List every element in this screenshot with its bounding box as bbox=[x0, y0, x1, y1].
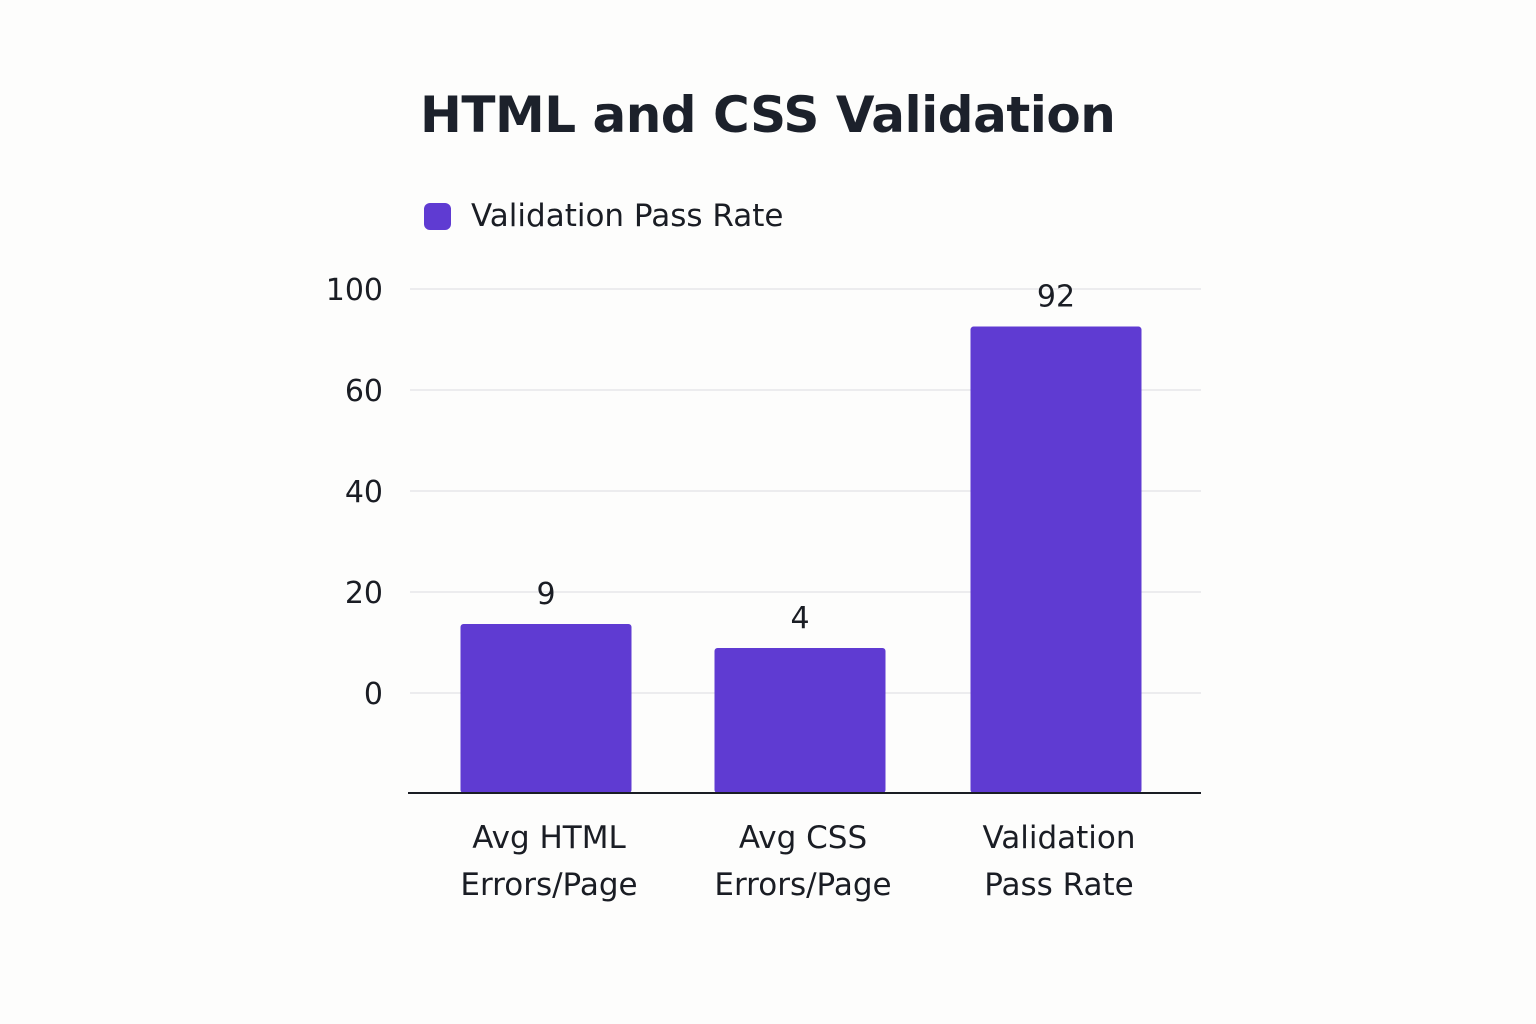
bar bbox=[460, 624, 632, 793]
y-tick-label: 40 bbox=[345, 475, 383, 510]
y-tick-label: 0 bbox=[364, 677, 383, 712]
x-tick-label: Validation bbox=[982, 820, 1135, 856]
x-tick-label: Avg HTML bbox=[472, 820, 626, 856]
x-tick-label: Avg CSS bbox=[739, 820, 867, 856]
x-tick-label: Errors/Page bbox=[714, 867, 891, 903]
legend: Validation Pass Rate bbox=[424, 198, 783, 234]
chart-title: HTML and CSS Validation bbox=[420, 86, 1116, 144]
y-tick-label: 20 bbox=[345, 576, 383, 611]
bar bbox=[714, 648, 886, 793]
x-tick-label: Pass Rate bbox=[984, 867, 1134, 903]
data-label: 4 bbox=[790, 601, 809, 636]
data-label: 92 bbox=[1037, 280, 1075, 315]
legend-label: Validation Pass Rate bbox=[471, 198, 784, 234]
legend-swatch bbox=[424, 202, 451, 230]
bar bbox=[970, 326, 1142, 793]
data-label: 9 bbox=[536, 577, 555, 612]
y-tick-label: 60 bbox=[345, 374, 383, 409]
y-tick-label: 100 bbox=[326, 273, 383, 308]
x-tick-label: Errors/Page bbox=[460, 867, 637, 903]
